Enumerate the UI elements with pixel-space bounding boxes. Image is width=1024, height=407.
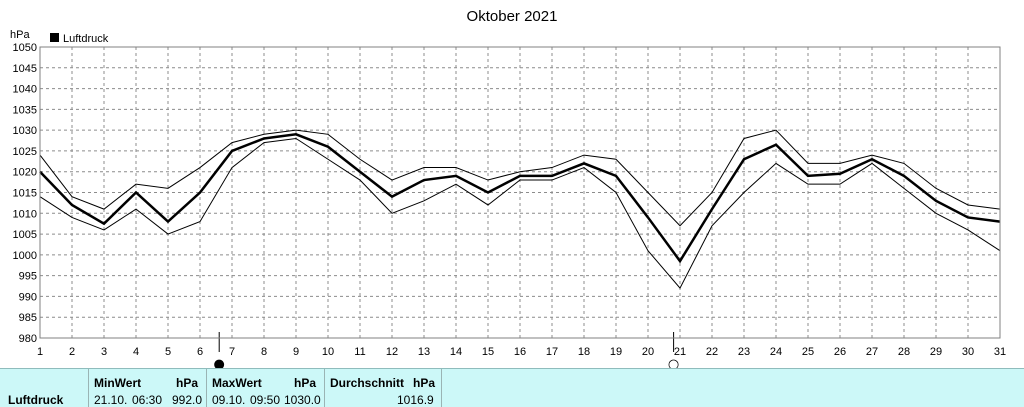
y-tick-label: 1010 bbox=[13, 208, 37, 220]
y-tick-label: 985 bbox=[19, 312, 37, 324]
pressure-chart: Oktober 2021 hPa Luftdruck 9809859909951… bbox=[10, 8, 1006, 368]
x-tick-label: 1 bbox=[37, 346, 43, 358]
avg-cell: Durchschnitt hPa 1016.9 bbox=[324, 369, 442, 407]
y-tick-label: 1045 bbox=[13, 63, 37, 75]
x-tick-label: 12 bbox=[386, 346, 398, 358]
x-tick-label: 9 bbox=[293, 346, 299, 358]
x-tick-label: 30 bbox=[962, 346, 974, 358]
y-tick-label: 980 bbox=[19, 333, 37, 345]
y-tick-label: 990 bbox=[19, 291, 37, 303]
series-line-1 bbox=[39, 129, 1001, 227]
summary-row-label: Luftdruck bbox=[8, 393, 64, 407]
summary-bar: Luftdruck MinWert hPa 21.10. 06:30 992.0… bbox=[0, 368, 1024, 407]
avg-unit: hPa bbox=[413, 376, 436, 390]
y-tick-label: 1000 bbox=[13, 250, 37, 262]
x-tick-label: 11 bbox=[354, 346, 365, 358]
series-lines bbox=[39, 129, 1001, 290]
x-tick-label: 29 bbox=[930, 346, 942, 358]
x-tick-label: 18 bbox=[578, 346, 590, 358]
max-unit: hPa bbox=[294, 376, 317, 390]
series-line-2 bbox=[39, 133, 1001, 264]
x-tick-label: 2 bbox=[69, 346, 75, 358]
x-tick-label: 7 bbox=[229, 346, 235, 358]
y-tick-label: 1035 bbox=[13, 104, 37, 116]
max-time: 09:50 bbox=[250, 393, 281, 407]
series-line-3 bbox=[39, 137, 1001, 290]
y-tick-labels: 980 985 990 995 1000 1005 1010 1015 1020 1025 1030… bbox=[13, 42, 37, 345]
x-tick-label: 28 bbox=[898, 346, 910, 358]
x-tick-label: 26 bbox=[834, 346, 846, 358]
moon-phase-icon: ○ bbox=[668, 357, 679, 368]
x-tick-label: 14 bbox=[450, 346, 462, 358]
min-header: MinWert bbox=[94, 376, 142, 390]
y-tick-label: 1005 bbox=[13, 229, 37, 241]
y-tick-label: 1025 bbox=[13, 146, 37, 158]
x-tick-label: 15 bbox=[482, 346, 494, 358]
max-value: 1030.0 bbox=[284, 393, 321, 407]
x-tick-label: 21 bbox=[674, 346, 686, 358]
y-axis-unit: hPa bbox=[10, 29, 30, 41]
max-cell: MaxWert hPa 09.10. 09:50 1030.0 bbox=[206, 369, 325, 407]
min-date: 21.10. bbox=[94, 393, 128, 407]
y-tick-label: 995 bbox=[19, 271, 37, 283]
moon-markers: ● ○ bbox=[214, 332, 679, 368]
min-cell: MinWert hPa 21.10. 06:30 992.0 bbox=[88, 369, 207, 407]
grid bbox=[39, 46, 1001, 339]
legend-swatch bbox=[50, 33, 59, 42]
min-value: 992.0 bbox=[172, 393, 203, 407]
x-tick-label: 5 bbox=[165, 346, 171, 358]
x-tick-label: 6 bbox=[197, 346, 203, 358]
max-header: MaxWert bbox=[212, 376, 262, 390]
moon-phase-icon: ● bbox=[214, 357, 225, 368]
y-tick-label: 1015 bbox=[13, 188, 37, 200]
y-tick-label: 1050 bbox=[13, 42, 37, 54]
min-time: 06:30 bbox=[132, 393, 163, 407]
summary-label-cell: Luftdruck bbox=[0, 369, 89, 407]
chart-title: Oktober 2021 bbox=[467, 8, 558, 25]
x-tick-label: 24 bbox=[770, 346, 782, 358]
x-tick-label: 23 bbox=[738, 346, 750, 358]
x-tick-label: 22 bbox=[706, 346, 718, 358]
y-tick-label: 1030 bbox=[13, 125, 37, 137]
x-tick-label: 4 bbox=[133, 346, 139, 358]
y-tick-label: 1040 bbox=[13, 84, 37, 96]
legend-label: Luftdruck bbox=[63, 33, 109, 45]
avg-value: 1016.9 bbox=[397, 393, 434, 407]
x-tick-label: 19 bbox=[610, 346, 622, 358]
min-unit: hPa bbox=[176, 376, 199, 390]
x-tick-label: 27 bbox=[866, 346, 878, 358]
avg-header: Durchschnitt bbox=[330, 376, 405, 390]
x-tick-label: 31 bbox=[994, 346, 1006, 358]
x-tick-label: 25 bbox=[802, 346, 814, 358]
x-tick-label: 10 bbox=[322, 346, 334, 358]
y-tick-label: 1020 bbox=[13, 167, 37, 179]
x-tick-label: 8 bbox=[261, 346, 267, 358]
max-date: 09.10. bbox=[212, 393, 246, 407]
plot-frame bbox=[39, 46, 1001, 339]
x-tick-label: 16 bbox=[514, 346, 526, 358]
x-tick-label: 3 bbox=[101, 346, 107, 358]
x-tick-label: 20 bbox=[642, 346, 654, 358]
x-tick-label: 17 bbox=[546, 346, 558, 358]
x-tick-label: 13 bbox=[418, 346, 430, 358]
x-tick-labels: 1 2 3 4 5 6 7 8 9 10 11 12 13 14 15 16 17 18 19 20 21 22 23 24 2… bbox=[37, 346, 1006, 358]
